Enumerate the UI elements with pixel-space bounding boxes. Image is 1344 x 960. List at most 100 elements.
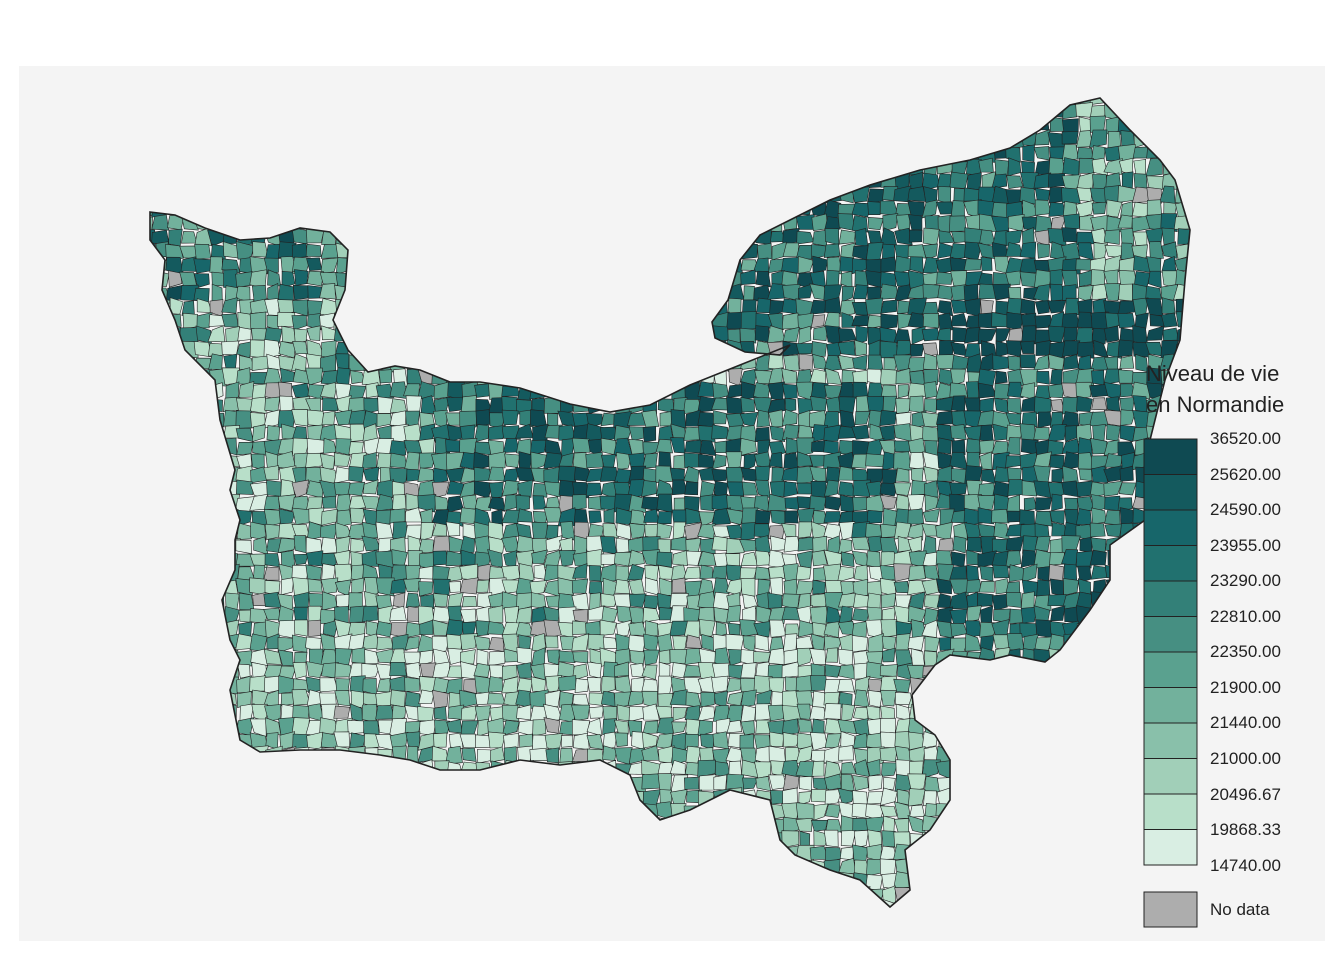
commune-cell: [1035, 874, 1052, 890]
commune-cell: [179, 815, 198, 832]
commune-cell: [879, 664, 898, 677]
commune-cell: [474, 496, 492, 512]
commune-cell: [922, 353, 938, 371]
commune-cell: [683, 214, 703, 231]
commune-cell: [600, 271, 618, 288]
commune-cell: [683, 871, 700, 888]
commune-cell: [641, 409, 660, 428]
commune-cell: [264, 832, 283, 848]
commune-cell: [560, 788, 574, 806]
commune-cell: [1078, 719, 1095, 733]
commune-cell: [378, 817, 392, 831]
commune-cell: [207, 649, 226, 667]
commune-cell: [602, 118, 618, 133]
commune-cell: [981, 818, 997, 833]
commune-cell: [545, 747, 560, 764]
commune-cell: [531, 860, 547, 874]
commune-cell: [671, 353, 687, 372]
commune-cell: [305, 885, 322, 905]
commune-cell: [404, 801, 422, 820]
commune-cell: [1090, 830, 1109, 845]
commune-cell: [445, 343, 463, 359]
commune-cell: [910, 901, 926, 907]
commune-cell: [529, 439, 547, 456]
commune-cell: [907, 522, 924, 541]
commune-cell: [739, 327, 757, 344]
commune-cell: [823, 440, 839, 455]
commune-cell: [1049, 859, 1064, 875]
commune-cell: [950, 815, 969, 833]
commune-cell: [851, 314, 870, 327]
commune-cell: [1090, 635, 1107, 653]
commune-cell: [586, 341, 604, 355]
commune-cell: [364, 98, 381, 107]
commune-cell: [361, 171, 379, 191]
commune-cell: [742, 635, 757, 653]
commune-cell: [404, 676, 421, 692]
commune-cell: [489, 326, 503, 343]
commune-cell: [319, 144, 339, 160]
commune-cell: [882, 118, 895, 135]
commune-cell: [881, 647, 896, 663]
commune-cell: [420, 201, 433, 219]
commune-cell: [349, 816, 365, 833]
commune-cell: [712, 382, 729, 400]
commune-cell: [193, 900, 213, 907]
commune-cell: [193, 438, 212, 457]
commune-cell: [727, 885, 743, 902]
commune-cell: [151, 397, 171, 412]
commune-cell: [1019, 704, 1039, 723]
commune-cell: [658, 257, 674, 274]
commune-cell: [459, 577, 479, 595]
commune-cell: [333, 705, 351, 719]
commune-cell: [543, 103, 560, 120]
commune-cell: [1051, 522, 1067, 537]
commune-cell: [729, 803, 745, 819]
commune-cell: [921, 132, 940, 147]
commune-cell: [1107, 131, 1122, 149]
commune-cell: [153, 633, 170, 652]
commune-cell: [362, 466, 380, 482]
commune-cell: [631, 326, 645, 343]
commune-cell: [446, 565, 464, 583]
commune-cell: [910, 480, 927, 496]
commune-cell: [893, 117, 912, 134]
commune-cell: [991, 440, 1009, 454]
commune-cell: [391, 886, 409, 904]
commune-cell: [1091, 860, 1106, 875]
commune-cell: [250, 521, 267, 541]
commune-cell: [909, 395, 925, 414]
legend-break-9: 21000.00: [1210, 749, 1281, 768]
commune-cell: [431, 312, 450, 327]
commune-cell: [1005, 858, 1023, 873]
commune-cell: [602, 354, 618, 373]
commune-cell: [193, 536, 209, 551]
commune-cell: [249, 577, 267, 596]
commune-cell: [193, 621, 211, 636]
commune-cell: [221, 297, 238, 314]
commune-cell: [1191, 159, 1204, 174]
commune-cell: [642, 171, 660, 190]
commune-cell: [767, 592, 783, 609]
commune-cell: [741, 243, 758, 260]
commune-cell: [350, 538, 365, 553]
commune-cell: [461, 229, 479, 245]
commune-cell: [602, 706, 618, 722]
commune-cell: [490, 746, 505, 763]
commune-cell: [812, 229, 828, 247]
commune-cell: [837, 719, 857, 735]
commune-cell: [193, 580, 213, 595]
commune-cell: [1089, 803, 1107, 819]
commune-cell: [588, 692, 605, 706]
commune-cell: [700, 255, 717, 275]
commune-cell: [1034, 843, 1051, 862]
commune-cell: [166, 143, 184, 159]
commune-cell: [557, 159, 575, 174]
commune-cell: [349, 507, 366, 524]
commune-cell: [1037, 748, 1049, 761]
commune-cell: [1089, 522, 1106, 538]
commune-cell: [180, 662, 198, 681]
commune-cell: [963, 900, 983, 907]
commune-cell: [307, 409, 325, 427]
commune-cell: [476, 579, 490, 593]
